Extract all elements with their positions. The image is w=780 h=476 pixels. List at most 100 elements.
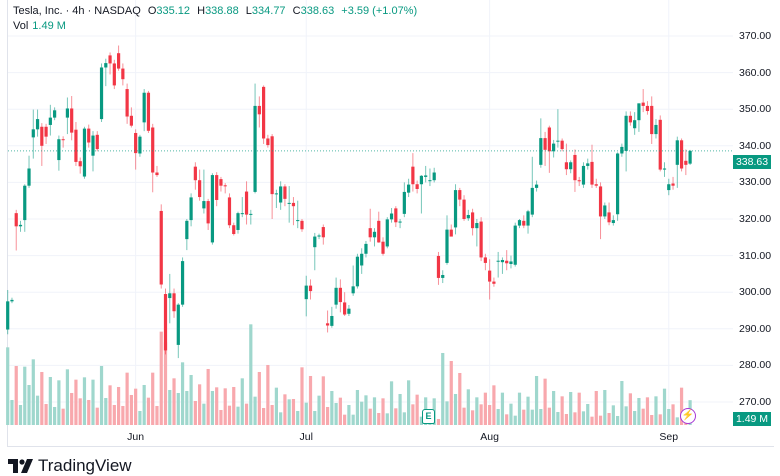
candle <box>590 144 594 188</box>
volume-bar <box>82 377 87 425</box>
volume-bar <box>202 403 206 425</box>
volume-bar <box>436 418 441 425</box>
candle <box>415 180 419 194</box>
candle-body <box>505 260 509 264</box>
candle <box>492 277 496 287</box>
candle <box>6 290 10 335</box>
candle-body <box>142 92 146 123</box>
candle-body <box>556 140 560 142</box>
volume-bar <box>300 367 304 425</box>
candle <box>317 233 321 240</box>
candle-body <box>210 175 215 243</box>
volume-bar <box>633 410 637 425</box>
candle <box>253 83 257 194</box>
candle <box>662 162 667 177</box>
candle-body <box>611 220 615 224</box>
candle <box>189 193 193 227</box>
tradingview-logo[interactable]: TradingView <box>8 456 132 476</box>
candle-body <box>87 128 91 143</box>
candle <box>641 89 645 113</box>
volume-bar <box>70 392 74 425</box>
volume-bar <box>134 388 138 425</box>
candle <box>283 184 287 207</box>
volume-bar <box>334 402 338 425</box>
candle <box>223 183 227 194</box>
candlestick-chart[interactable] <box>0 0 780 450</box>
candle <box>389 208 394 223</box>
candle-body <box>35 119 40 130</box>
volume-bar <box>590 416 594 425</box>
candle-body <box>394 208 398 223</box>
candle-body <box>688 150 692 164</box>
candle-body <box>138 136 142 154</box>
candle-body <box>360 253 364 266</box>
chart-legend: Tesla, Inc. · 4h · NASDAQ O335.12 H338.8… <box>13 5 421 18</box>
volume-label: Vol <box>13 20 29 32</box>
volume-bar <box>198 384 202 425</box>
candle-body <box>168 293 172 299</box>
candle <box>125 83 129 124</box>
candle-body <box>134 132 138 154</box>
volume-bar <box>236 406 240 425</box>
volume-bar <box>679 387 684 425</box>
candle <box>176 303 180 359</box>
last-price-badge: 338.63 <box>733 155 771 169</box>
candle-body <box>398 221 402 223</box>
candle <box>304 275 308 317</box>
candle-body <box>633 120 637 129</box>
candle-body <box>419 175 424 185</box>
volume-bar <box>534 375 539 425</box>
volume-bar <box>313 410 317 425</box>
candle <box>18 220 23 232</box>
volume-bar <box>321 376 325 425</box>
candle <box>227 193 232 229</box>
candle <box>321 224 325 245</box>
candle <box>31 109 35 159</box>
volume-bar <box>206 368 210 425</box>
volume-bar <box>556 411 560 425</box>
volume-bar <box>185 390 189 425</box>
candle <box>496 251 500 278</box>
candle <box>539 118 543 168</box>
candle <box>104 58 108 87</box>
candle-body <box>338 287 342 303</box>
candle <box>82 126 87 179</box>
candle <box>534 180 539 192</box>
volume-bar <box>232 386 236 425</box>
candle-body <box>23 185 27 221</box>
candle-body <box>675 140 679 165</box>
candle <box>14 209 18 251</box>
candle-body <box>266 138 270 146</box>
candle <box>513 222 517 267</box>
volume-legend: Vol 1.49 M <box>13 20 66 33</box>
candle <box>168 273 172 324</box>
candle <box>274 189 278 209</box>
candle-body <box>428 180 432 182</box>
candle-body <box>560 140 564 150</box>
candle <box>564 143 569 176</box>
volume-bar <box>291 398 296 425</box>
volume-bar <box>377 412 381 425</box>
candle <box>360 248 364 274</box>
lightning-icon[interactable]: ⚡ <box>680 408 696 424</box>
candle <box>615 152 620 221</box>
candle-body <box>325 323 330 326</box>
earnings-marker[interactable]: E <box>422 409 435 424</box>
candle-body <box>40 126 44 146</box>
candle <box>505 250 509 271</box>
volume-bar <box>325 406 330 425</box>
tradingview-logo-text: TradingView <box>38 456 132 475</box>
candle <box>671 176 675 190</box>
candle <box>679 138 684 172</box>
volume-bar <box>104 397 108 425</box>
volume-bar <box>244 403 249 425</box>
candle-body <box>432 172 436 181</box>
candle <box>483 253 487 271</box>
volume-bar <box>27 384 31 425</box>
volume-bar <box>564 413 569 425</box>
candle-body <box>517 220 522 226</box>
volume-bar <box>637 397 641 425</box>
volume-bar <box>611 405 615 425</box>
candle-body <box>283 186 287 199</box>
candle-body <box>436 255 441 278</box>
